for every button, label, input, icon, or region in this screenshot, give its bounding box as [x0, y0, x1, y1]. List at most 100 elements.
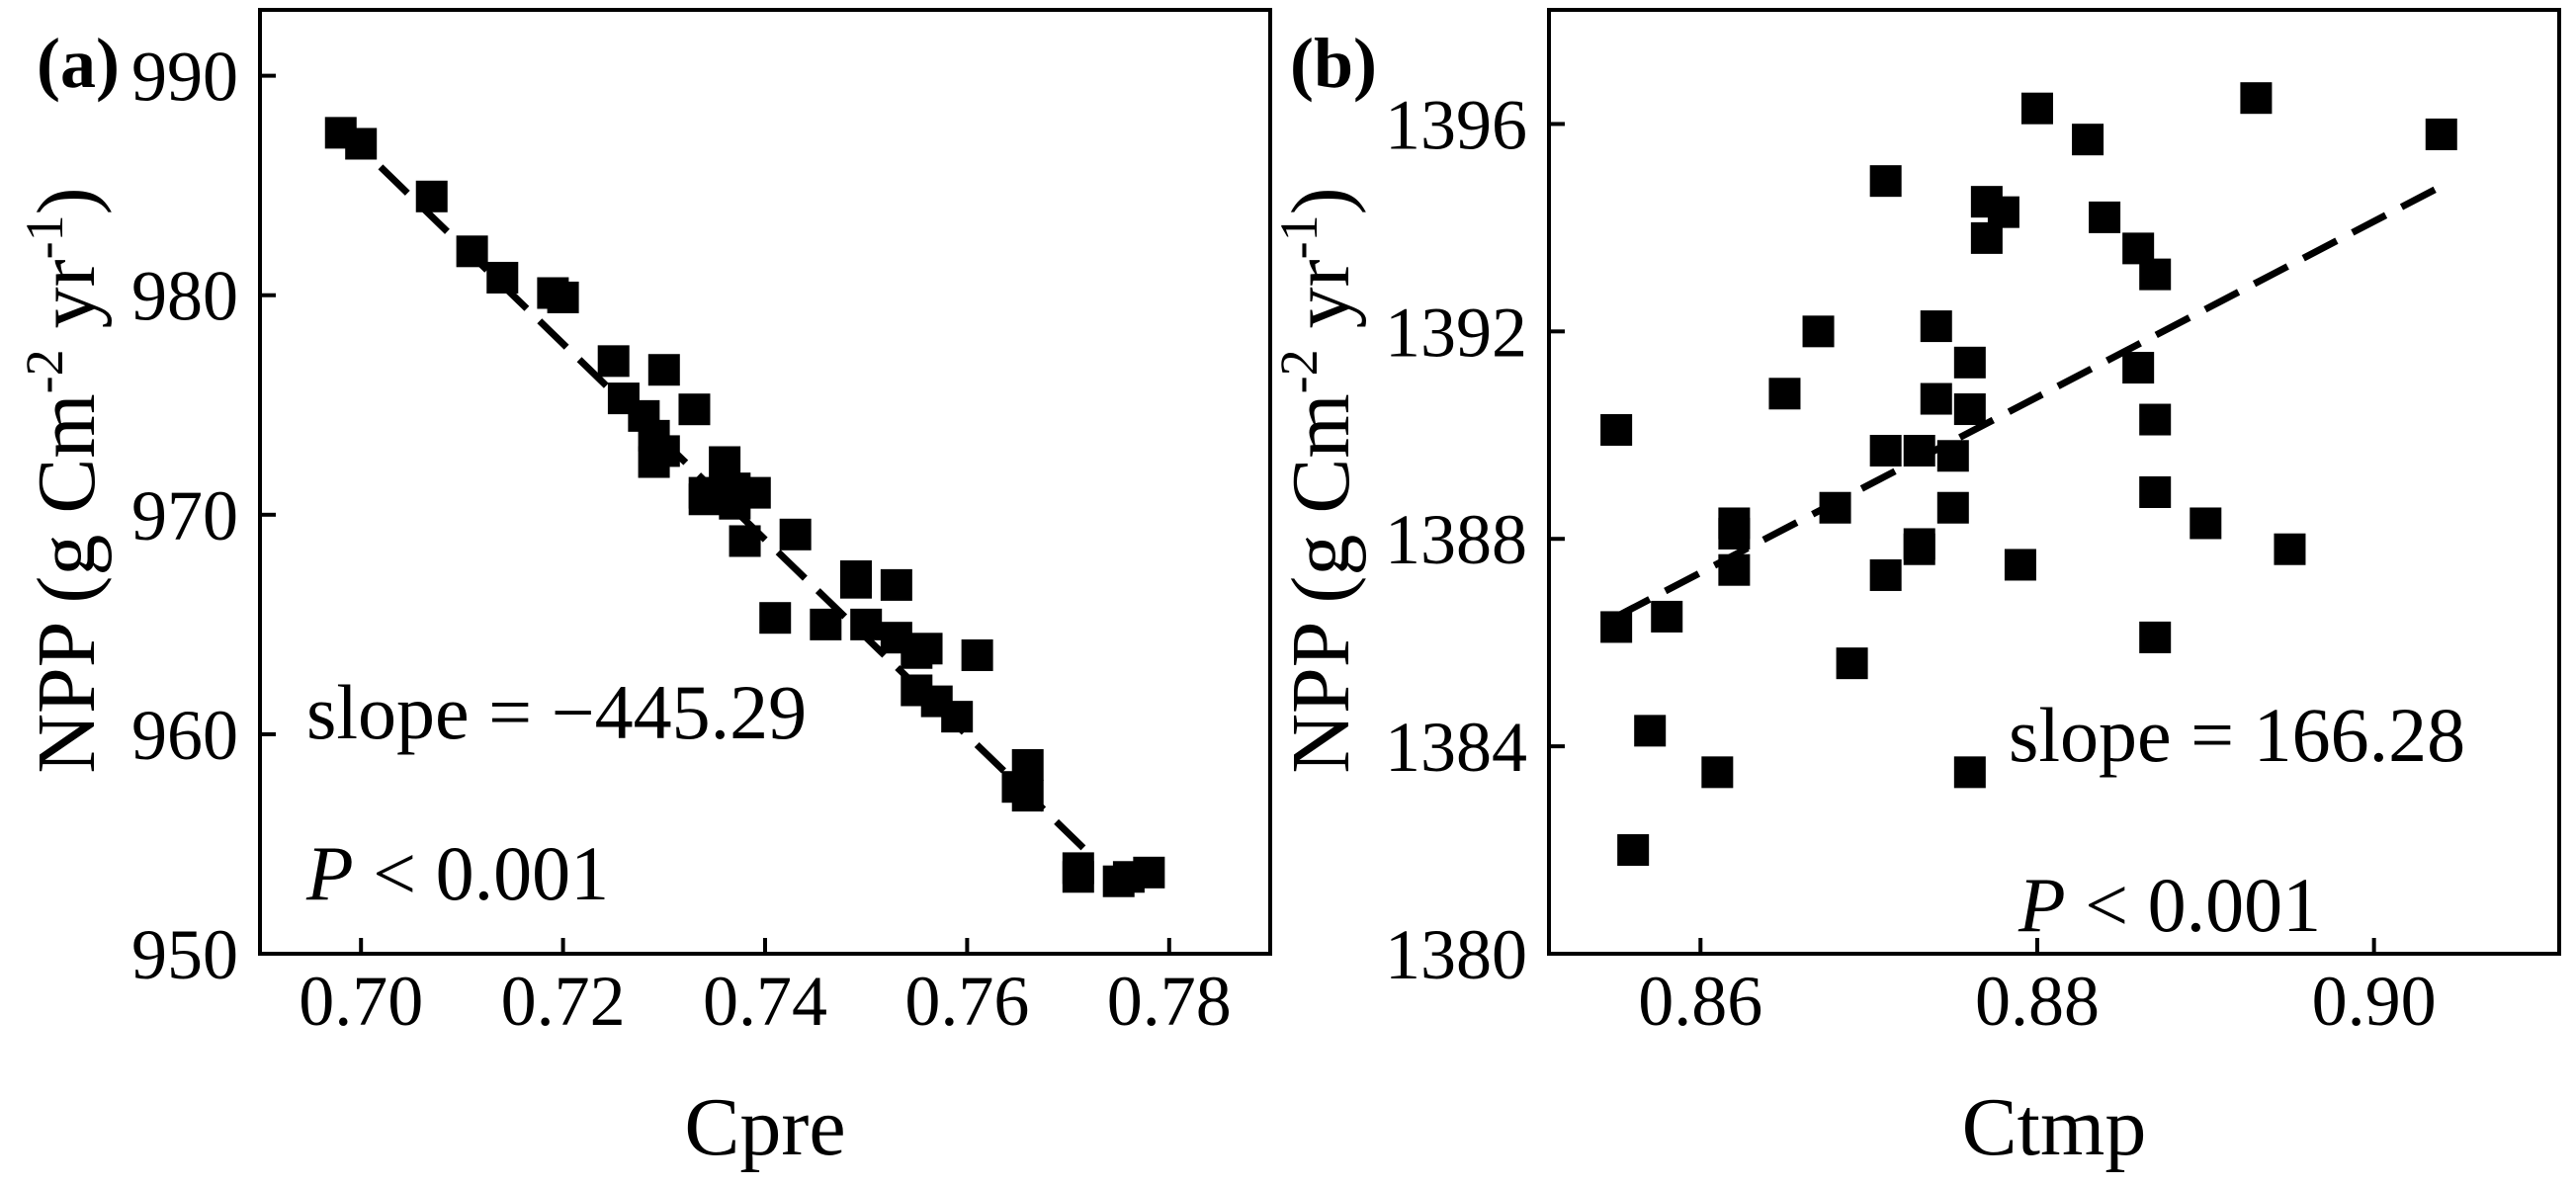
panel-a-data-point — [647, 354, 680, 386]
panel-a-data-point — [850, 608, 883, 640]
panel-b-data-point — [1651, 600, 1683, 633]
panel-b-data-point — [2072, 124, 2104, 156]
panel-a-data-point — [779, 518, 812, 551]
panel-b-data-point — [1953, 393, 1986, 426]
panel-a-x-tick-label: 0.72 — [501, 962, 626, 1041]
panel-b-ctmp: 0.86 0.88 0.90 1380 1384 1388 1392 1396 (b) Ctm… — [1269, 8, 2561, 1173]
panel-a-y-tick-label: 960 — [131, 696, 238, 775]
panel-b-data-point — [2240, 82, 2273, 115]
panel-b-y-tick-label: 1388 — [1385, 500, 1527, 579]
panel-b-y-axis-title: NPP (g Cm-2 yr-1) — [1269, 187, 1367, 773]
panel-a-data-point — [456, 235, 488, 268]
panel-a-x-tick-label: 0.74 — [703, 962, 827, 1041]
panel-a-data-point — [547, 281, 579, 313]
panel-b-data-point — [1600, 414, 1633, 447]
panel-b-y-tick-label: 1396 — [1385, 85, 1527, 164]
panel-a-data-point — [961, 638, 993, 671]
panel-a-label: (a) — [37, 24, 120, 103]
panel-a-x-axis-title: Cpre — [684, 1081, 845, 1173]
panel-b-data-point — [2089, 201, 2121, 233]
panel-a-data-point — [486, 261, 519, 294]
panel-b-label: (b) — [1290, 24, 1377, 103]
panel-b-data-point — [1718, 507, 1751, 540]
panel-b-data-point — [1920, 382, 1952, 415]
panel-b-data-point — [1903, 528, 1935, 560]
panel-b-data-point — [1869, 435, 1902, 467]
panel-b-data-point — [1768, 378, 1801, 410]
panel-b-y-tick-label: 1392 — [1385, 293, 1527, 372]
panel-b-fit-line — [1614, 183, 2444, 621]
panel-b-data-point — [1936, 491, 1969, 524]
panel-a-data-point — [415, 180, 448, 212]
panel-a-data-point — [738, 476, 771, 509]
panel-b-data-point — [1869, 165, 1902, 198]
panel-b-data-point — [1819, 491, 1851, 524]
panel-b-data-point — [1600, 611, 1633, 643]
panel-a-p-value-annotation: P < 0.001 — [305, 830, 609, 916]
panel-b-data-point — [1953, 756, 1986, 789]
panel-a-data-point — [597, 345, 630, 378]
panel-a-y-tick-label: 950 — [131, 915, 238, 994]
panel-b-data-point — [1903, 435, 1935, 467]
panel-b-x-tick-label: 0.86 — [1638, 962, 1762, 1041]
panel-b-data-point — [1836, 647, 1868, 680]
panel-b-y-tick-label: 1384 — [1385, 708, 1527, 787]
panel-a-data-point — [880, 568, 912, 601]
panel-b-data-point — [2190, 507, 2222, 540]
panel-b-data-point — [2004, 549, 2036, 581]
panel-a-y-axis-title: NPP (g Cm-2 yr-1) — [15, 187, 113, 773]
panel-a-data-point — [810, 608, 842, 640]
panel-a-ticks: 0.70 0.72 0.74 0.76 0.78 950 960 970 980 990 — [131, 38, 1232, 1041]
panel-a-data-point — [729, 525, 761, 557]
panel-b-data-point — [1987, 196, 2019, 228]
panel-b-data-point — [1617, 834, 1650, 867]
panel-a-data-point — [1062, 861, 1094, 893]
panel-b-data-point — [1953, 346, 1986, 379]
panel-a-data-point — [345, 127, 378, 160]
panel-b-x-axis-title: Ctmp — [1962, 1081, 2147, 1173]
panel-b-data-point — [2139, 258, 2172, 291]
panel-a-data-point — [910, 633, 943, 665]
panel-a-data-point — [678, 393, 711, 426]
panel-a-points — [324, 117, 1165, 897]
panel-a-data-point — [1011, 749, 1044, 781]
panel-a-slope-annotation: slope = −445.29 — [306, 669, 807, 755]
panel-a-data-point — [839, 566, 872, 599]
panel-b-y-tick-label: 1380 — [1385, 915, 1527, 994]
panel-b-data-point — [2139, 621, 2172, 653]
panel-b-p-value-annotation: P < 0.001 — [2018, 862, 2321, 948]
panel-b-data-point — [2139, 403, 2172, 436]
panel-b-data-point — [1718, 553, 1751, 586]
panel-b-data-point — [2020, 92, 2053, 125]
panel-a-x-tick-label: 0.76 — [904, 962, 1029, 1041]
panel-a-y-tick-label: 980 — [131, 257, 238, 336]
panel-a-data-point — [688, 483, 721, 516]
panel-b-data-point — [2139, 475, 2172, 508]
panel-b-x-tick-label: 0.90 — [2312, 962, 2437, 1041]
panel-a-x-tick-label: 0.70 — [299, 962, 423, 1041]
panel-b-points — [1600, 82, 2457, 867]
panel-b-slope-annotation: slope = 166.28 — [2009, 692, 2465, 778]
panel-a-y-tick-label: 970 — [131, 476, 238, 555]
panel-b-data-point — [1920, 310, 1952, 343]
panel-b-data-point — [1936, 440, 1969, 472]
panel-b-data-point — [1634, 715, 1667, 747]
panel-b-data-point — [2122, 352, 2155, 384]
panel-a-data-point — [1011, 780, 1044, 812]
panel-b-plot-frame — [1547, 8, 2561, 956]
panel-b-data-point — [1701, 756, 1734, 789]
panel-a-data-point — [941, 701, 974, 733]
panel-a-data-point — [1133, 856, 1165, 889]
panel-b-data-point — [1802, 315, 1835, 348]
panel-a-data-point — [759, 602, 792, 635]
panel-b-data-point — [2274, 533, 2306, 565]
panel-b-ticks: 0.86 0.88 0.90 1380 1384 1388 1392 1396 — [1385, 85, 2437, 1041]
panel-a-y-tick-label: 990 — [131, 38, 238, 117]
panel-a-x-tick-label: 0.78 — [1107, 962, 1232, 1041]
panel-b-data-point — [1869, 558, 1902, 591]
panel-b-data-point — [2425, 118, 2457, 150]
panel-b-x-tick-label: 0.88 — [1975, 962, 2100, 1041]
panel-a-data-point — [647, 435, 680, 467]
